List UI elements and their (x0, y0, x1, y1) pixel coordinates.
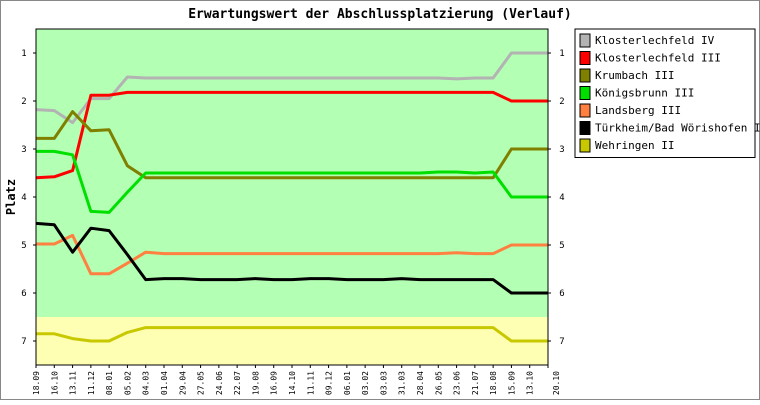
legend-label: Klosterlechfeld IV (595, 34, 715, 47)
x-tick-label: 05.02 (123, 371, 132, 395)
series-line-4 (36, 233, 548, 276)
legend-swatch (579, 138, 591, 153)
y-axis-label: Platz (4, 179, 18, 215)
y-tick-label-right: 6 (559, 289, 564, 299)
x-tick-label: 16.09 (270, 371, 279, 395)
legend-label: Königsbrunn III (595, 87, 694, 100)
y-tick-label-right: 5 (559, 241, 564, 251)
x-tick-label: 18.08 (489, 371, 498, 395)
x-tick-label: 16.10 (50, 371, 59, 395)
x-tick-label: 03.03 (379, 371, 388, 395)
legend-swatch (579, 33, 591, 48)
y-tick-label-left: 4 (21, 193, 26, 203)
legend-swatch (579, 68, 591, 83)
legend-swatch (579, 51, 591, 65)
x-tick-label: 09.12 (325, 371, 334, 395)
x-tick-label: 13.10 (526, 371, 535, 395)
x-tick-label: 06.01 (343, 371, 352, 395)
series-line-2 (36, 110, 548, 180)
x-tick-label: 28.04 (416, 371, 425, 395)
series-line-6 (36, 326, 548, 343)
legend-label: Klosterlechfeld III (595, 52, 721, 65)
x-tick-label: 24.06 (215, 371, 224, 395)
legend-label: Türkheim/Bad Wörishofen II (595, 122, 760, 135)
x-tick-label: 19.08 (251, 371, 260, 395)
x-tick-label: 22.07 (233, 371, 242, 395)
x-tick-label: 26.05 (434, 371, 443, 395)
y-tick-label-left: 7 (21, 337, 26, 347)
legend-swatch (579, 121, 591, 135)
x-tick-label: 27.05 (197, 371, 206, 395)
x-tick-label: 23.06 (453, 371, 462, 395)
legend-swatch (579, 103, 591, 118)
series-lines (35, 51, 548, 343)
x-tick-label: 14.10 (288, 371, 297, 395)
x-tick-label: 04.03 (142, 371, 151, 395)
x-tick-label: 15.09 (507, 371, 516, 395)
y-tick-label-left: 5 (21, 241, 26, 251)
series-line-0 (35, 51, 548, 125)
x-tick-label: 21.07 (471, 371, 480, 395)
axes: 1 1 2 2 3 3 4 4 5 5 6 6 7 7 18.09 16.10 13.11 11.12 08.01 0… (21, 28, 565, 395)
series-line-5 (35, 221, 548, 295)
x-tick-label: 20.10 (552, 371, 561, 395)
y-tick-label-left: 3 (21, 145, 26, 155)
x-tick-label: 13.11 (69, 371, 78, 395)
series-line-1 (35, 90, 548, 180)
x-tick-label: 08.01 (105, 371, 114, 395)
y-tick-label-right: 1 (559, 49, 564, 59)
y-tick-label-left: 2 (21, 97, 26, 107)
x-tick-label: 29.04 (178, 371, 187, 395)
y-tick-label-left: 1 (21, 49, 26, 59)
x-tick-label: 18.09 (32, 371, 41, 395)
x-tick-label: 01.04 (160, 371, 169, 395)
y-tick-label-right: 4 (559, 193, 564, 203)
x-tick-label: 11.12 (87, 371, 96, 395)
chart-title: Erwartungswert der Abschlussplatzierung … (188, 7, 572, 22)
x-tick-label: 03.02 (361, 371, 370, 395)
legend: Klosterlechfeld IV Klosterlechfeld III Kru… (574, 28, 760, 158)
series-line-3 (36, 149, 548, 214)
y-tick-label-right: 2 (559, 97, 564, 107)
y-tick-label-left: 6 (21, 289, 26, 299)
band-1 (36, 317, 548, 365)
y-tick-label-right: 7 (559, 337, 564, 347)
legend-label: Krumbach III (595, 69, 674, 82)
x-tick-label: 31.03 (398, 371, 407, 395)
legend-swatch (579, 86, 591, 100)
x-tick-label: 11.11 (306, 371, 315, 395)
legend-box (574, 28, 756, 158)
legend-label: Landsberg III (595, 104, 681, 117)
legend-label: Wehringen II (595, 139, 674, 152)
y-tick-label-right: 3 (559, 145, 564, 155)
